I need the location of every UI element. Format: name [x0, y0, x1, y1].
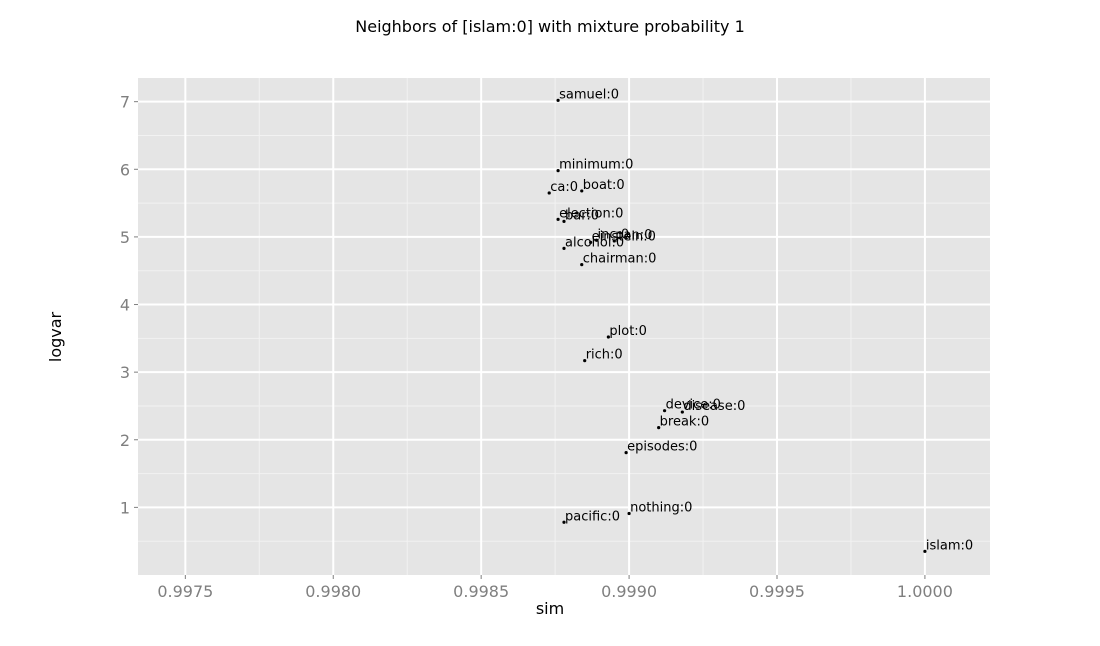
data-point [662, 409, 667, 413]
x-tick-label: 0.9985 [453, 582, 509, 601]
point-label: election:0 [559, 206, 623, 221]
point-label: nothing:0 [630, 500, 692, 515]
data-point [580, 263, 584, 267]
x-axis-ticks: 0.9975 0.9980 0.9985 0.9990 0.9995 1.0000 [157, 575, 953, 601]
data-point [547, 191, 551, 195]
point-label: inc:0 [598, 227, 630, 242]
data-point [657, 425, 661, 430]
data-point [583, 359, 587, 363]
data-point [580, 189, 584, 193]
point-label: boat:0 [583, 178, 625, 193]
data-point [562, 219, 566, 223]
y-tick-label: 4 [120, 296, 130, 315]
point-label: pan:0 [615, 228, 652, 243]
point-label: episodes:0 [627, 440, 697, 455]
data-point [680, 410, 684, 414]
point-label: einstein:0 [592, 229, 656, 244]
data-point [556, 169, 560, 173]
plot-panel [138, 78, 990, 575]
data-point [624, 451, 628, 455]
y-axis-title: logvar [46, 311, 65, 362]
y-tick-label: 5 [120, 228, 130, 247]
point-label: plot:0 [609, 324, 647, 339]
point-label: islam:0 [926, 538, 973, 553]
y-tick-label: 1 [120, 498, 130, 517]
y-axis-ticks: 1 2 3 4 5 6 7 [120, 93, 138, 517]
point-label: alcohol:0 [565, 235, 624, 250]
data-points: samuel:0 minimum:0 ca:0 boat:0 election:0bar… [547, 87, 973, 553]
data-point [589, 240, 593, 244]
point-label: device:0 [666, 398, 721, 413]
x-tick-label: 0.9980 [305, 582, 361, 601]
point-label: bar:0 [565, 208, 599, 223]
data-point [606, 335, 610, 339]
y-tick-label: 3 [120, 363, 130, 382]
y-tick-label: 6 [120, 160, 130, 179]
x-tick-label: 0.9990 [601, 582, 657, 601]
x-tick-label: 0.9975 [157, 582, 213, 601]
x-tick-label: 0.9995 [749, 582, 805, 601]
major-grid [138, 78, 990, 575]
y-tick-label: 2 [120, 431, 130, 450]
point-label: pacific:0 [565, 509, 620, 524]
point-label: rich:0 [586, 348, 623, 363]
data-point [556, 217, 560, 221]
minor-grid [138, 78, 990, 575]
chart-title: Neighbors of [islam:0] with mixture prob… [355, 17, 745, 36]
data-point [627, 511, 631, 516]
data-point [562, 246, 566, 250]
data-point [562, 520, 566, 524]
y-tick-label: 7 [120, 93, 130, 112]
x-axis-title: sim [536, 599, 564, 618]
point-label: ca:0 [550, 180, 578, 195]
data-point [594, 238, 599, 242]
point-label: disease:0 [683, 399, 745, 414]
point-label: break:0 [660, 415, 709, 430]
x-tick-label: 1.0000 [897, 582, 953, 601]
point-label: chairman:0 [583, 252, 657, 267]
data-point [923, 549, 927, 553]
data-point [612, 239, 616, 243]
point-label: minimum:0 [559, 158, 633, 173]
point-label: samuel:0 [559, 87, 619, 102]
data-point [556, 98, 560, 102]
